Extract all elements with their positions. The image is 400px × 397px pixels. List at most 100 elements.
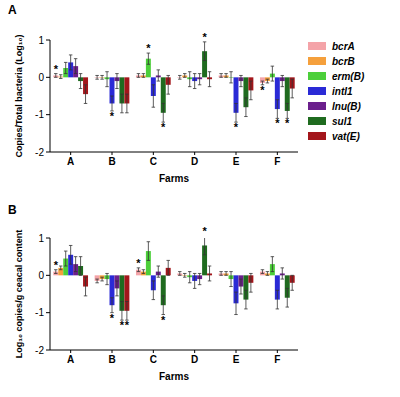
legend-swatch [308,72,326,80]
x-tick [236,152,237,155]
error-bar [105,72,108,87]
error-bar [64,251,67,266]
error-bar [84,277,87,296]
legend-swatch [308,42,326,50]
y-tick-label: 0 [38,72,44,83]
error-bar [244,98,247,117]
error-bar [95,75,98,79]
y-tick-label: 0 [38,270,44,281]
error-bar [188,272,191,283]
error-bar [198,74,201,85]
y-tick [46,312,50,313]
x-tick-label: E [233,156,240,167]
x-tick-label: F [274,354,280,365]
legend-swatch [308,117,326,125]
x-tick [194,350,195,353]
error-bar [69,55,72,70]
error-bar [234,292,237,314]
error-bar [105,273,108,284]
y-tick [46,238,50,239]
significance-mark: * [136,257,141,269]
panel: BLog₁₀ copies/g ceacal content-2-101ABCD… [8,203,298,382]
significance-mark: * [260,84,265,96]
y-axis-label: Log₁₀ copies/g ceacal content [14,230,24,358]
y-tick [46,152,50,153]
error-bar [188,72,191,87]
error-bar [157,70,160,81]
error-bar [137,74,140,78]
x-axis-line [50,350,298,351]
legend-swatch [308,57,326,65]
y-tick-label: -2 [35,345,44,356]
error-bar [276,290,279,309]
error-bar [79,257,82,276]
error-bar [100,277,103,281]
error-bar [281,268,284,279]
y-tick-label: 1 [38,233,44,244]
error-bar [69,245,72,264]
error-bar [224,272,227,276]
x-tick [277,350,278,353]
error-bar [271,257,274,272]
significance-mark: * [275,117,280,129]
y-tick [46,40,50,41]
significance-mark: * [285,117,290,129]
y-tick [46,77,50,78]
x-axis-label: Farms [159,371,189,382]
error-bar [166,75,169,94]
error-bar [157,266,160,277]
error-bar [64,62,67,73]
panel: ACopies/Total bacteria (Log₁₀)-2-101ABCD… [8,3,365,184]
error-bar [290,79,293,98]
x-tick [70,350,71,353]
x-tick [153,350,154,353]
error-bar [120,301,123,320]
bars [53,42,294,122]
error-bar [219,272,222,276]
error-bar [162,296,165,315]
figure: ACopies/Total bacteria (Log₁₀)-2-101ABCD… [0,0,400,397]
error-bar [249,81,252,100]
significance-mark: * [110,110,115,122]
error-bar [147,53,150,64]
y-axis-line [50,40,51,152]
x-tick-label: C [150,156,157,167]
legend-swatch [308,102,326,110]
significance-mark: * [234,121,239,133]
panel-label: B [8,203,17,217]
y-tick-label: -1 [35,307,44,318]
error-bar [244,290,247,309]
error-bar [115,74,118,89]
bars [53,238,294,320]
error-bar [271,66,274,81]
error-bar [178,272,181,276]
error-bar [95,279,98,283]
error-bar [125,301,128,320]
significance-mark: * [54,63,59,75]
error-bar [239,75,242,86]
legend-label: vat(E) [332,131,360,142]
error-bar [59,266,62,270]
error-bar [261,270,264,274]
significance-mark: * [110,312,115,324]
legend-label: intI1 [332,86,353,97]
x-tick-label: F [274,156,280,167]
error-bar [224,74,227,78]
error-bar [152,281,155,300]
x-tick [112,350,113,353]
error-bar [120,94,123,113]
error-bar [142,74,145,78]
y-tick-label: 1 [38,35,44,46]
error-bar [208,72,211,87]
x-tick [70,152,71,155]
x-tick [153,152,154,155]
error-bar [193,273,196,288]
legend-swatch [308,132,326,140]
significance-mark: * [146,42,151,54]
x-tick-label: B [108,354,115,365]
error-bar [290,275,293,290]
legend-label: bcrB [332,56,355,67]
error-bar [276,100,279,119]
legend-label: bcrA [332,41,355,52]
error-bar [219,74,222,78]
